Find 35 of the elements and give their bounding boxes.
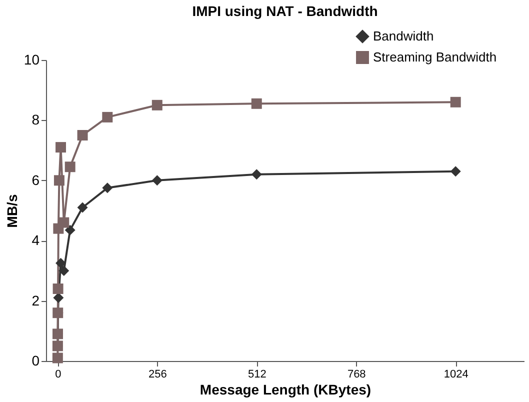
point: [77, 130, 88, 140]
y-tick-label: 10: [24, 52, 40, 68]
x-tick-label: 512: [248, 368, 266, 380]
point: [251, 98, 262, 109]
point: [102, 112, 113, 122]
point: [64, 162, 76, 172]
y-tick-label: 6: [32, 172, 40, 188]
chart-title: IMPI using NAT - Bandwidth: [192, 3, 378, 19]
legend-label: Streaming Bandwidth: [373, 50, 497, 64]
x-tick-label: 1024: [444, 368, 468, 380]
point: [54, 175, 64, 186]
point: [251, 169, 262, 180]
point: [64, 224, 76, 236]
y-axis-title: MB/s: [4, 194, 20, 228]
x-axis-title: Message Length (KBytes): [200, 382, 372, 398]
point: [53, 292, 64, 304]
point: [56, 142, 66, 153]
point: [450, 166, 461, 177]
point: [450, 96, 461, 108]
x-tick-label: 256: [148, 368, 167, 380]
point: [58, 265, 70, 276]
point: [77, 202, 88, 213]
point: [152, 175, 162, 186]
y-tick-label: 8: [32, 112, 40, 128]
legend-label: Bandwidth: [373, 28, 434, 44]
y-tick-label: 4: [32, 232, 40, 248]
y-tick-label: 0: [32, 352, 40, 368]
x-tick-label: 768: [347, 368, 366, 380]
point: [152, 100, 162, 110]
point: [52, 284, 64, 294]
point: [58, 217, 70, 228]
y-tick-label: 2: [32, 292, 40, 308]
point: [52, 352, 63, 364]
point: [102, 182, 113, 194]
x-tick-label: 0: [55, 368, 62, 380]
